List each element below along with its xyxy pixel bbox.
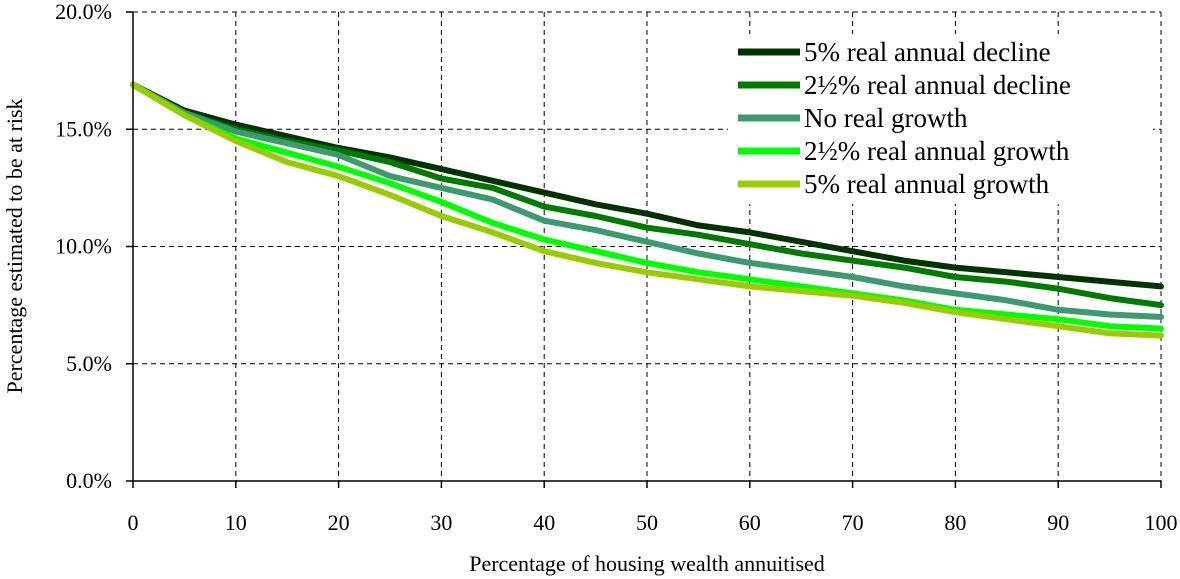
legend-label: 5% real annual decline xyxy=(804,37,1051,67)
x-tick-label: 70 xyxy=(842,510,864,535)
y-tick-label: 0.0% xyxy=(66,468,112,493)
series-line-5 xyxy=(130,81,1164,339)
x-tick-label: 100 xyxy=(1145,510,1178,535)
y-tick-label: 5.0% xyxy=(66,351,112,376)
y-axis-title: Percentage estimated to be at risk xyxy=(2,98,27,393)
x-tick-label: 90 xyxy=(1047,510,1069,535)
legend-label: 5% real annual growth xyxy=(804,169,1050,199)
x-tick-labels: 0 10 20 30 40 50 60 70 80 90 100 xyxy=(128,510,1178,535)
x-tick-label: 0 xyxy=(128,510,139,535)
x-tick-label: 80 xyxy=(944,510,966,535)
series-lines xyxy=(130,81,1164,339)
x-tick-label: 20 xyxy=(328,510,350,535)
axes xyxy=(126,11,1162,488)
x-tick-label: 40 xyxy=(533,510,555,535)
y-tick-label: 20.0% xyxy=(55,0,112,24)
legend-label: 2½% real annual decline xyxy=(804,70,1071,100)
y-tick-label: 10.0% xyxy=(55,234,112,259)
series-line-1 xyxy=(130,81,1164,290)
x-tick-label: 10 xyxy=(225,510,247,535)
legend-label: No real growth xyxy=(804,103,968,133)
legend-label: 2½% real annual growth xyxy=(804,136,1070,166)
x-tick-label: 50 xyxy=(636,510,658,535)
y-tick-labels: 0.0% 5.0% 10.0% 15.0% 20.0% xyxy=(55,0,112,493)
x-tick-label: 30 xyxy=(430,510,452,535)
y-tick-label: 15.0% xyxy=(55,116,112,141)
series-line-3 xyxy=(130,81,1164,320)
series-line-4 xyxy=(130,81,1164,332)
x-axis-title: Percentage of housing wealth annuitised xyxy=(469,551,825,576)
x-tick-label: 60 xyxy=(739,510,761,535)
